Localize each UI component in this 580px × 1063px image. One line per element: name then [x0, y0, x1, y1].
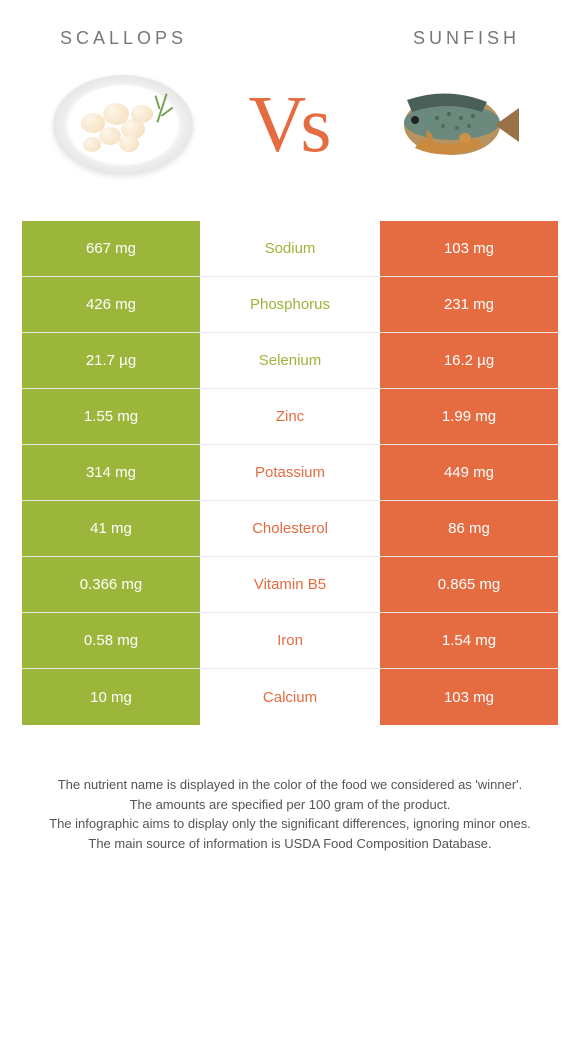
footer-line-1: The nutrient name is displayed in the co… [30, 775, 550, 795]
footer-line-2: The amounts are specified per 100 gram o… [30, 795, 550, 815]
nutrient-name: Potassium [200, 445, 380, 500]
vs-v: V [249, 85, 307, 165]
right-value: 1.99 mg [380, 389, 558, 444]
left-value: 21.7 µg [22, 333, 200, 388]
left-value: 1.55 mg [22, 389, 200, 444]
table-row: 41 mgCholesterol86 mg [22, 501, 558, 557]
images-row: V S [0, 49, 580, 193]
left-food-title: Scallops [60, 28, 187, 49]
table-row: 426 mgPhosphorus231 mg [22, 277, 558, 333]
left-value: 0.366 mg [22, 557, 200, 612]
table-row: 21.7 µgSelenium16.2 µg [22, 333, 558, 389]
left-value: 667 mg [22, 221, 200, 276]
left-value: 314 mg [22, 445, 200, 500]
vs-s: S [300, 85, 331, 165]
nutrient-table: 667 mgSodium103 mg426 mgPhosphorus231 mg… [22, 221, 558, 725]
footer-line-4: The main source of information is USDA F… [30, 834, 550, 854]
nutrient-name: Calcium [200, 669, 380, 725]
right-food-title: Sunfish [413, 28, 520, 49]
nutrient-name: Cholesterol [200, 501, 380, 556]
right-value: 16.2 µg [380, 333, 558, 388]
nutrient-name: Iron [200, 613, 380, 668]
nutrient-name: Sodium [200, 221, 380, 276]
header: Scallops Sunfish [0, 0, 580, 49]
sunfish-image [382, 65, 532, 185]
right-value: 103 mg [380, 221, 558, 276]
scallops-image [48, 65, 198, 185]
right-value: 449 mg [380, 445, 558, 500]
nutrient-name: Vitamin B5 [200, 557, 380, 612]
footer-notes: The nutrient name is displayed in the co… [0, 725, 580, 853]
left-value: 0.58 mg [22, 613, 200, 668]
right-value: 86 mg [380, 501, 558, 556]
left-value: 41 mg [22, 501, 200, 556]
right-value: 0.865 mg [380, 557, 558, 612]
vs-label: V S [249, 85, 332, 165]
table-row: 314 mgPotassium449 mg [22, 445, 558, 501]
left-value: 10 mg [22, 669, 200, 725]
footer-line-3: The infographic aims to display only the… [30, 814, 550, 834]
table-row: 1.55 mgZinc1.99 mg [22, 389, 558, 445]
nutrient-name: Phosphorus [200, 277, 380, 332]
table-row: 0.58 mgIron1.54 mg [22, 613, 558, 669]
right-value: 1.54 mg [380, 613, 558, 668]
left-value: 426 mg [22, 277, 200, 332]
table-row: 667 mgSodium103 mg [22, 221, 558, 277]
nutrient-name: Selenium [200, 333, 380, 388]
right-value: 103 mg [380, 669, 558, 725]
table-row: 0.366 mgVitamin B50.865 mg [22, 557, 558, 613]
nutrient-name: Zinc [200, 389, 380, 444]
right-value: 231 mg [380, 277, 558, 332]
table-row: 10 mgCalcium103 mg [22, 669, 558, 725]
